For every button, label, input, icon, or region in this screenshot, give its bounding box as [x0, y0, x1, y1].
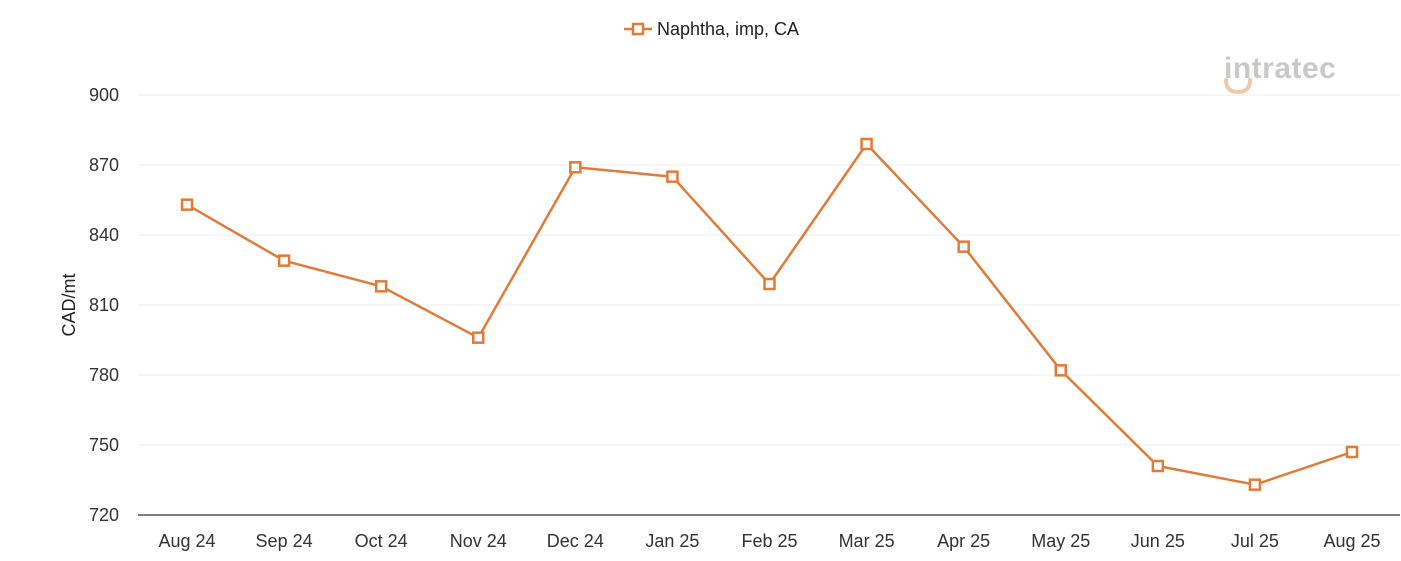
data-point-marker	[1054, 364, 1067, 377]
data-point-marker	[666, 170, 679, 183]
x-tick-label: Aug 25	[1323, 531, 1380, 551]
data-point-marker	[472, 331, 485, 344]
x-tick-label: Nov 24	[450, 531, 507, 551]
legend-square-marker	[631, 22, 645, 36]
data-point-marker	[1248, 478, 1262, 491]
x-tick-label: Feb 25	[741, 531, 797, 551]
x-tick-label: Mar 25	[839, 531, 895, 551]
y-axis-title: CAD/mt	[59, 274, 79, 337]
logo-swoosh-icon	[1224, 78, 1252, 95]
legend: Naphtha, imp, CA	[624, 19, 799, 39]
x-axis-ticks: Aug 24 Sep 24 Oct 24 Nov 24 Dec 24 Jan 25 Feb …	[158, 531, 1380, 551]
x-tick-label: Jan 25	[645, 531, 699, 551]
logo-text: intratec	[1224, 52, 1336, 85]
legend-label: Naphtha, imp, CA	[657, 19, 799, 39]
data-point-marker	[374, 280, 388, 293]
y-tick-label: 750	[89, 435, 119, 455]
x-tick-label: Dec 24	[547, 531, 604, 551]
data-point-marker	[277, 254, 291, 267]
series-line	[186, 142, 1353, 486]
y-tick-label: 720	[89, 505, 119, 525]
y-tick-label: 840	[89, 225, 119, 245]
data-point-marker	[1345, 445, 1359, 459]
x-tick-label: May 25	[1031, 531, 1090, 551]
data-point-marker	[1151, 459, 1165, 473]
y-tick-label: 900	[89, 85, 119, 105]
x-tick-label: Sep 24	[256, 531, 313, 551]
gridlines	[138, 94, 1400, 446]
x-tick-label: Aug 24	[158, 531, 215, 551]
intratec-logo: intratec	[1224, 52, 1336, 95]
x-tick-label: Apr 25	[937, 531, 990, 551]
y-tick-label: 810	[89, 295, 119, 315]
data-point-marker	[569, 161, 582, 174]
y-tick-label: 780	[89, 365, 119, 385]
data-point-marker	[860, 137, 873, 151]
data-point-marker	[957, 240, 970, 253]
y-tick-label: 870	[89, 155, 119, 175]
x-tick-label: Jun 25	[1131, 531, 1185, 551]
y-axis-ticks: 720 750 780 810 840 870 900	[89, 85, 119, 525]
x-tick-label: Jul 25	[1231, 531, 1279, 551]
x-tick-label: Oct 24	[355, 531, 408, 551]
series-markers	[180, 137, 1359, 491]
data-point-marker	[763, 277, 776, 291]
data-point-marker	[180, 198, 194, 211]
